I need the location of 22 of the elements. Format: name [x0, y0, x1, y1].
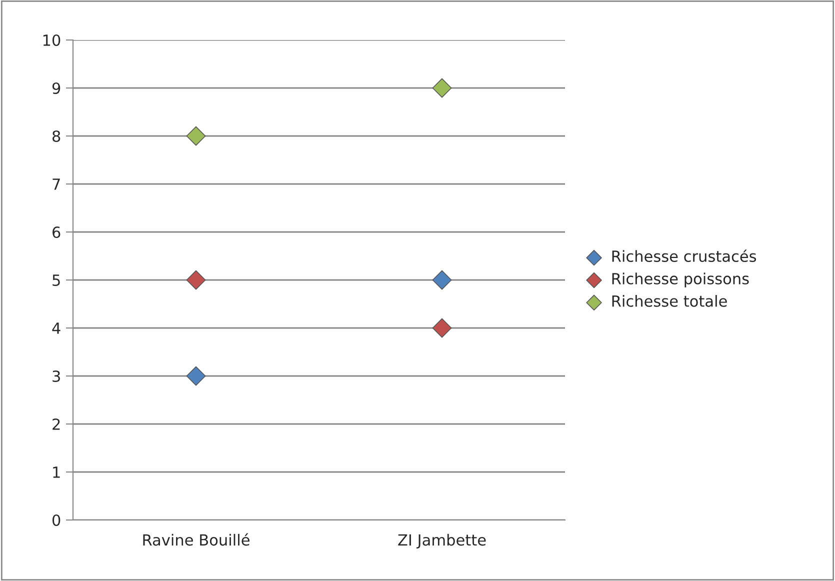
- point: [186, 126, 206, 146]
- x-tick-label: Ravine Bouillé: [143, 533, 250, 546]
- y-tick-label: 2: [52, 418, 60, 430]
- point: [432, 78, 452, 98]
- point: [186, 366, 206, 386]
- legend-label: Richesse poissons: [612, 272, 749, 288]
- y-tick-label: 7: [52, 178, 60, 190]
- y-tick-label: 9: [52, 82, 60, 94]
- legend-label: Richesse totale: [612, 295, 727, 307]
- y-tick-label: 3: [52, 370, 60, 382]
- y-tick-label: 0: [52, 514, 60, 526]
- y-tick-label: 8: [52, 130, 60, 142]
- x-tick-label: ZI Jambette: [398, 534, 486, 549]
- point: [186, 270, 206, 290]
- y-tick-label: 5: [52, 274, 60, 286]
- y-tick-label: 6: [52, 226, 60, 238]
- y-tick-label: 1: [53, 466, 60, 478]
- legend-label: Richesse crustacés: [612, 250, 756, 262]
- y-tick-label: 10: [43, 34, 60, 46]
- y-tick-label: 4: [52, 322, 60, 334]
- point: [432, 318, 452, 338]
- point: [432, 270, 452, 290]
